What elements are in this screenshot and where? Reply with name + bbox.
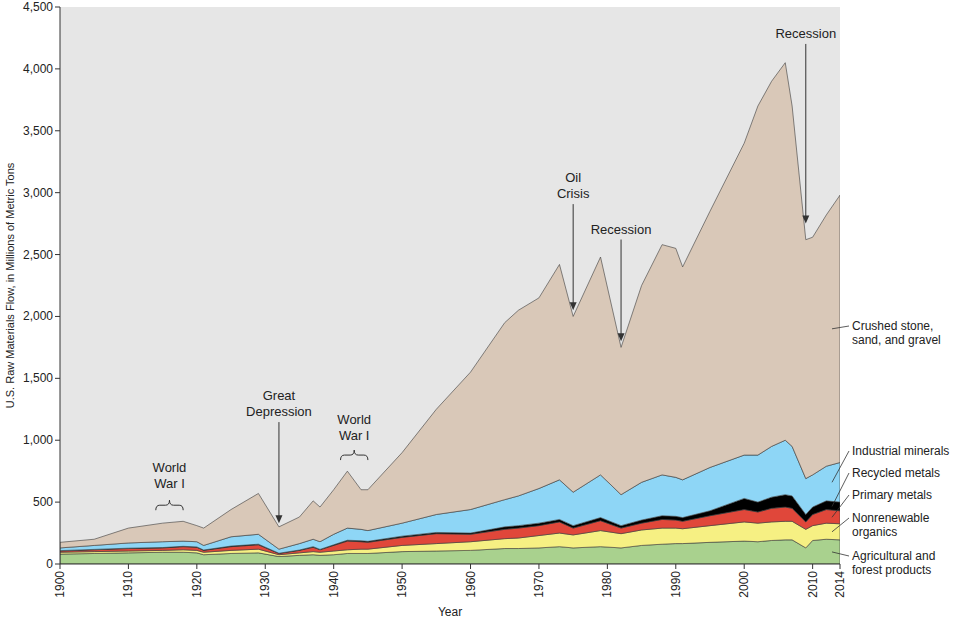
- x-tick: [265, 564, 266, 569]
- x-tick: [744, 564, 745, 569]
- annotation-text: Great: [263, 388, 296, 403]
- annotation-brace: [341, 450, 368, 460]
- legend-label: Industrial minerals: [852, 444, 949, 458]
- legend-leader: [832, 495, 849, 517]
- y-tick: [55, 502, 60, 503]
- legend-label: Recycled metals: [852, 466, 940, 480]
- x-tick: [402, 564, 403, 569]
- x-tick-label: 2010: [806, 571, 820, 598]
- x-tick-label: 2014: [833, 571, 847, 598]
- y-tick: [55, 254, 60, 255]
- annotation-arrowhead: [275, 515, 282, 523]
- x-axis-label: Year: [438, 605, 462, 619]
- annotation-text: Recession: [775, 26, 836, 41]
- x-tick: [538, 564, 539, 569]
- y-axis-label: U.S. Raw Materials Flow, in Millions of …: [4, 162, 16, 408]
- annotation-text: War I: [339, 428, 370, 443]
- x-tick: [675, 564, 676, 569]
- x-tick: [840, 564, 841, 569]
- x-axis-line: [60, 564, 840, 565]
- plot-background: [60, 7, 840, 564]
- y-tick: [55, 316, 60, 317]
- x-tick-label: 1960: [464, 571, 478, 598]
- legend-label-line: Nonrenewable: [852, 511, 930, 525]
- x-tick-label: 1990: [669, 571, 683, 598]
- y-tick: [55, 564, 60, 565]
- y-tick: [55, 68, 60, 69]
- annotation-arrow: [278, 422, 279, 517]
- annotation-brace: [156, 500, 183, 510]
- x-tick: [196, 564, 197, 569]
- y-tick-label: 1,000: [23, 433, 53, 447]
- areas: [60, 63, 840, 564]
- area: [60, 63, 840, 549]
- x-tick-label: 1910: [121, 571, 135, 598]
- legend-label-line: organics: [852, 525, 897, 539]
- x-tick: [470, 564, 471, 569]
- x-tick: [812, 564, 813, 569]
- legend-leader: [832, 451, 849, 482]
- x-tick-label: 1940: [327, 571, 341, 598]
- annotation-arrow: [621, 240, 622, 336]
- y-tick: [55, 440, 60, 441]
- y-tick-label: 4,500: [23, 0, 53, 14]
- y-tick: [55, 130, 60, 131]
- y-tick-label: 2,000: [23, 309, 53, 323]
- legend-label-line: Agricultural and: [852, 549, 935, 563]
- y-tick-label: 1,500: [23, 371, 53, 385]
- legend-label: Agricultural andforest products: [852, 549, 935, 577]
- x-tick: [60, 564, 61, 569]
- chart: 0 500 1,000 1,500 2,000 2,500 3,000 3,500 4,000 4…: [0, 0, 960, 624]
- y-tick: [55, 192, 60, 193]
- legend-label-line: Industrial minerals: [852, 444, 949, 458]
- legend-leader: [832, 326, 849, 329]
- x-tick: [607, 564, 608, 569]
- x-tick-label: 1930: [258, 571, 272, 598]
- annotation-arrowhead: [618, 333, 625, 341]
- y-tick-label: 2,500: [23, 248, 53, 262]
- legend-label-line: Recycled metals: [852, 466, 940, 480]
- annotation-arrowhead: [570, 302, 577, 310]
- y-tick-label: 4,000: [23, 62, 53, 76]
- legend-label-line: forest products: [852, 563, 931, 577]
- x-tick-label: 1950: [395, 571, 409, 598]
- y-tick-label: 0: [46, 557, 53, 571]
- legend-label: Nonrenewableorganics: [852, 511, 930, 539]
- annotation-arrowhead: [802, 216, 809, 224]
- y-tick: [55, 378, 60, 379]
- x-tick-label: 1970: [532, 571, 546, 598]
- annotation-text: Crisis: [557, 186, 590, 201]
- annotation-arrow: [805, 44, 806, 218]
- annotation-text: War I: [154, 476, 185, 491]
- legend-label: Primary metals: [852, 488, 932, 502]
- legend-label-line: Primary metals: [852, 488, 932, 502]
- y-tick-label: 3,000: [23, 186, 53, 200]
- annotation-text: Depression: [246, 404, 312, 419]
- y-axis-line: [60, 7, 61, 564]
- annotation-text: Oil: [565, 170, 581, 185]
- legend-leader: [832, 552, 849, 556]
- annotation-text: World: [153, 460, 187, 475]
- x-tick: [333, 564, 334, 569]
- x-tick-label: 1920: [190, 571, 204, 598]
- annotation-text: World: [337, 412, 371, 427]
- x-tick-label: 1900: [53, 571, 67, 598]
- x-tick-label: 1980: [600, 571, 614, 598]
- y-tick-label: 500: [33, 495, 53, 509]
- y-tick-label: 3,500: [23, 124, 53, 138]
- legend-label: Crushed stone,sand, and gravel: [852, 319, 941, 347]
- x-tick-label: 2000: [737, 571, 751, 598]
- legend-label-line: sand, and gravel: [852, 333, 941, 347]
- x-tick: [128, 564, 129, 569]
- annotation-text: Recession: [591, 222, 652, 237]
- annotation-arrow: [573, 204, 574, 304]
- y-tick: [55, 7, 60, 8]
- legend-label-line: Crushed stone,: [852, 319, 933, 333]
- legend-leader: [832, 518, 849, 532]
